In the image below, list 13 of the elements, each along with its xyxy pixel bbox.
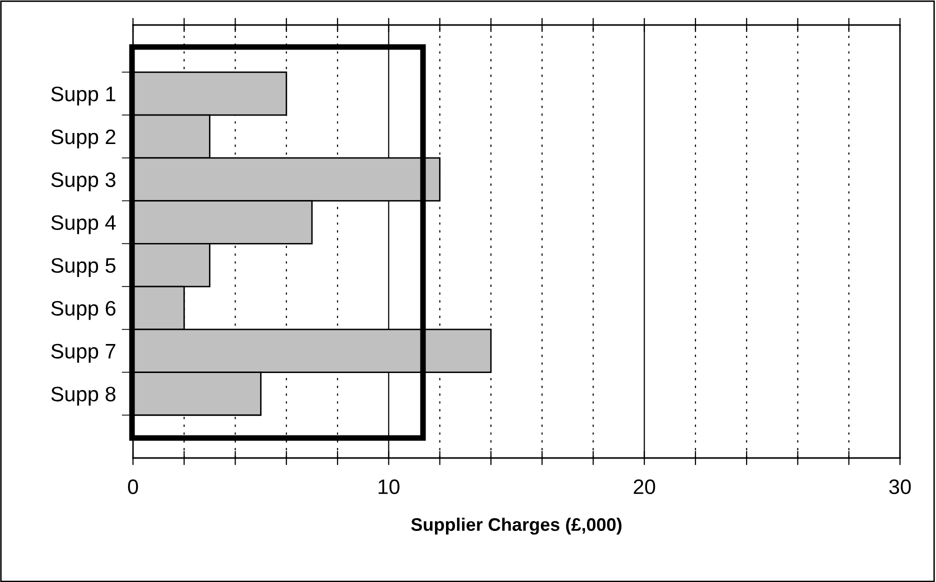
x-tick-label: 0 [128, 479, 138, 494]
x-tick-label: 20 [634, 479, 656, 494]
y-tick-label: Supp 3 [51, 172, 116, 192]
y-tick-label: Supp 4 [51, 215, 116, 234]
y-tick-label: Supp 5 [51, 258, 116, 277]
x-tick-label: 30 [889, 479, 911, 494]
y-tick-label: Supp 1 [51, 86, 116, 106]
y-tick-label: Supp 8 [51, 386, 116, 406]
y-tick-label: Supp 2 [51, 129, 116, 148]
x-axis-title: Supplier Charges (£,000) [411, 518, 622, 535]
x-tick-label: 10 [378, 479, 400, 494]
y-tick-label: Supp 6 [51, 300, 116, 320]
y-tick-label: Supp 7 [51, 344, 116, 363]
